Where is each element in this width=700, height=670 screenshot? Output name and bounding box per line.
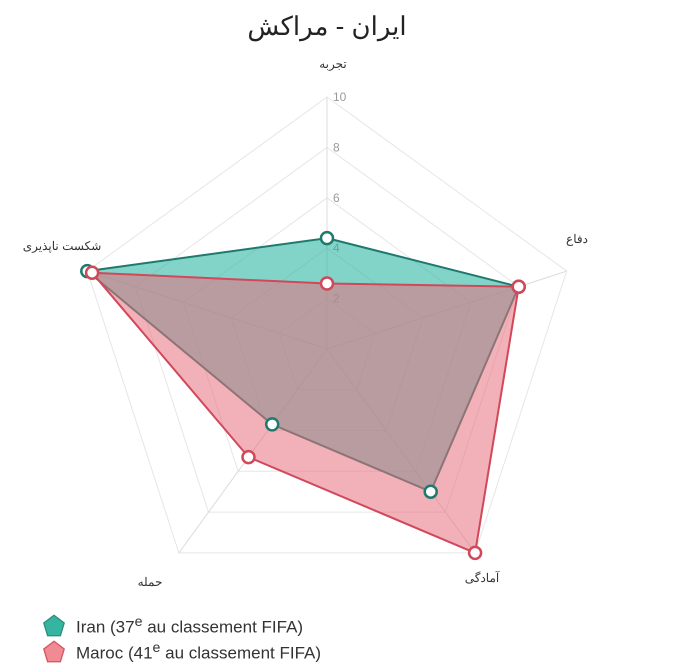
svg-text:دفاع: دفاع: [566, 232, 588, 246]
svg-text:آمادگی: آمادگی: [465, 570, 500, 585]
svg-text:شکست ناپذیری: شکست ناپذیری: [23, 239, 102, 253]
svg-text:10: 10: [333, 90, 347, 104]
svg-text:تجربه: تجربه: [319, 57, 346, 71]
svg-text:6: 6: [333, 191, 340, 205]
svg-text:حمله: حمله: [138, 575, 163, 589]
svg-text:8: 8: [333, 140, 340, 154]
